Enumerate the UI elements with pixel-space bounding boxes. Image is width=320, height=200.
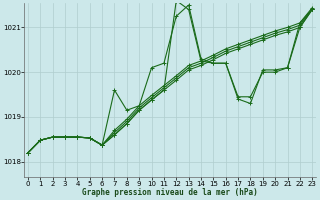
X-axis label: Graphe pression niveau de la mer (hPa): Graphe pression niveau de la mer (hPa) [82,188,258,197]
